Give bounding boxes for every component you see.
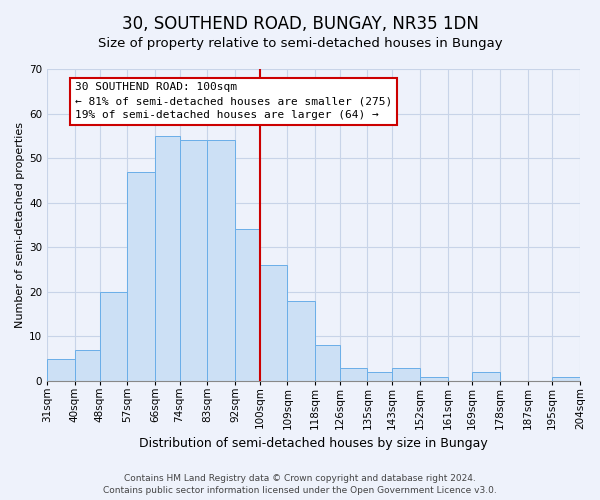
Bar [179, 140, 208, 381]
Bar [392, 368, 420, 381]
Bar [315, 346, 340, 381]
Bar [235, 230, 260, 381]
Text: 30, SOUTHEND ROAD, BUNGAY, NR35 1DN: 30, SOUTHEND ROAD, BUNGAY, NR35 1DN [122, 15, 478, 33]
Y-axis label: Number of semi-detached properties: Number of semi-detached properties [15, 122, 25, 328]
Bar [287, 301, 315, 381]
Text: Size of property relative to semi-detached houses in Bungay: Size of property relative to semi-detach… [98, 38, 502, 51]
Text: Contains HM Land Registry data © Crown copyright and database right 2024.
Contai: Contains HM Land Registry data © Crown c… [103, 474, 497, 495]
Bar [47, 358, 75, 381]
Bar [367, 372, 392, 381]
Bar [340, 368, 367, 381]
Bar [127, 172, 155, 381]
Bar [260, 265, 287, 381]
Bar [75, 350, 100, 381]
X-axis label: Distribution of semi-detached houses by size in Bungay: Distribution of semi-detached houses by … [139, 437, 488, 450]
Bar [155, 136, 179, 381]
Bar [552, 376, 580, 381]
Bar [420, 376, 448, 381]
Bar [208, 140, 235, 381]
Bar [472, 372, 500, 381]
Text: 30 SOUTHEND ROAD: 100sqm
← 81% of semi-detached houses are smaller (275)
19% of : 30 SOUTHEND ROAD: 100sqm ← 81% of semi-d… [75, 82, 392, 120]
Bar [100, 292, 127, 381]
